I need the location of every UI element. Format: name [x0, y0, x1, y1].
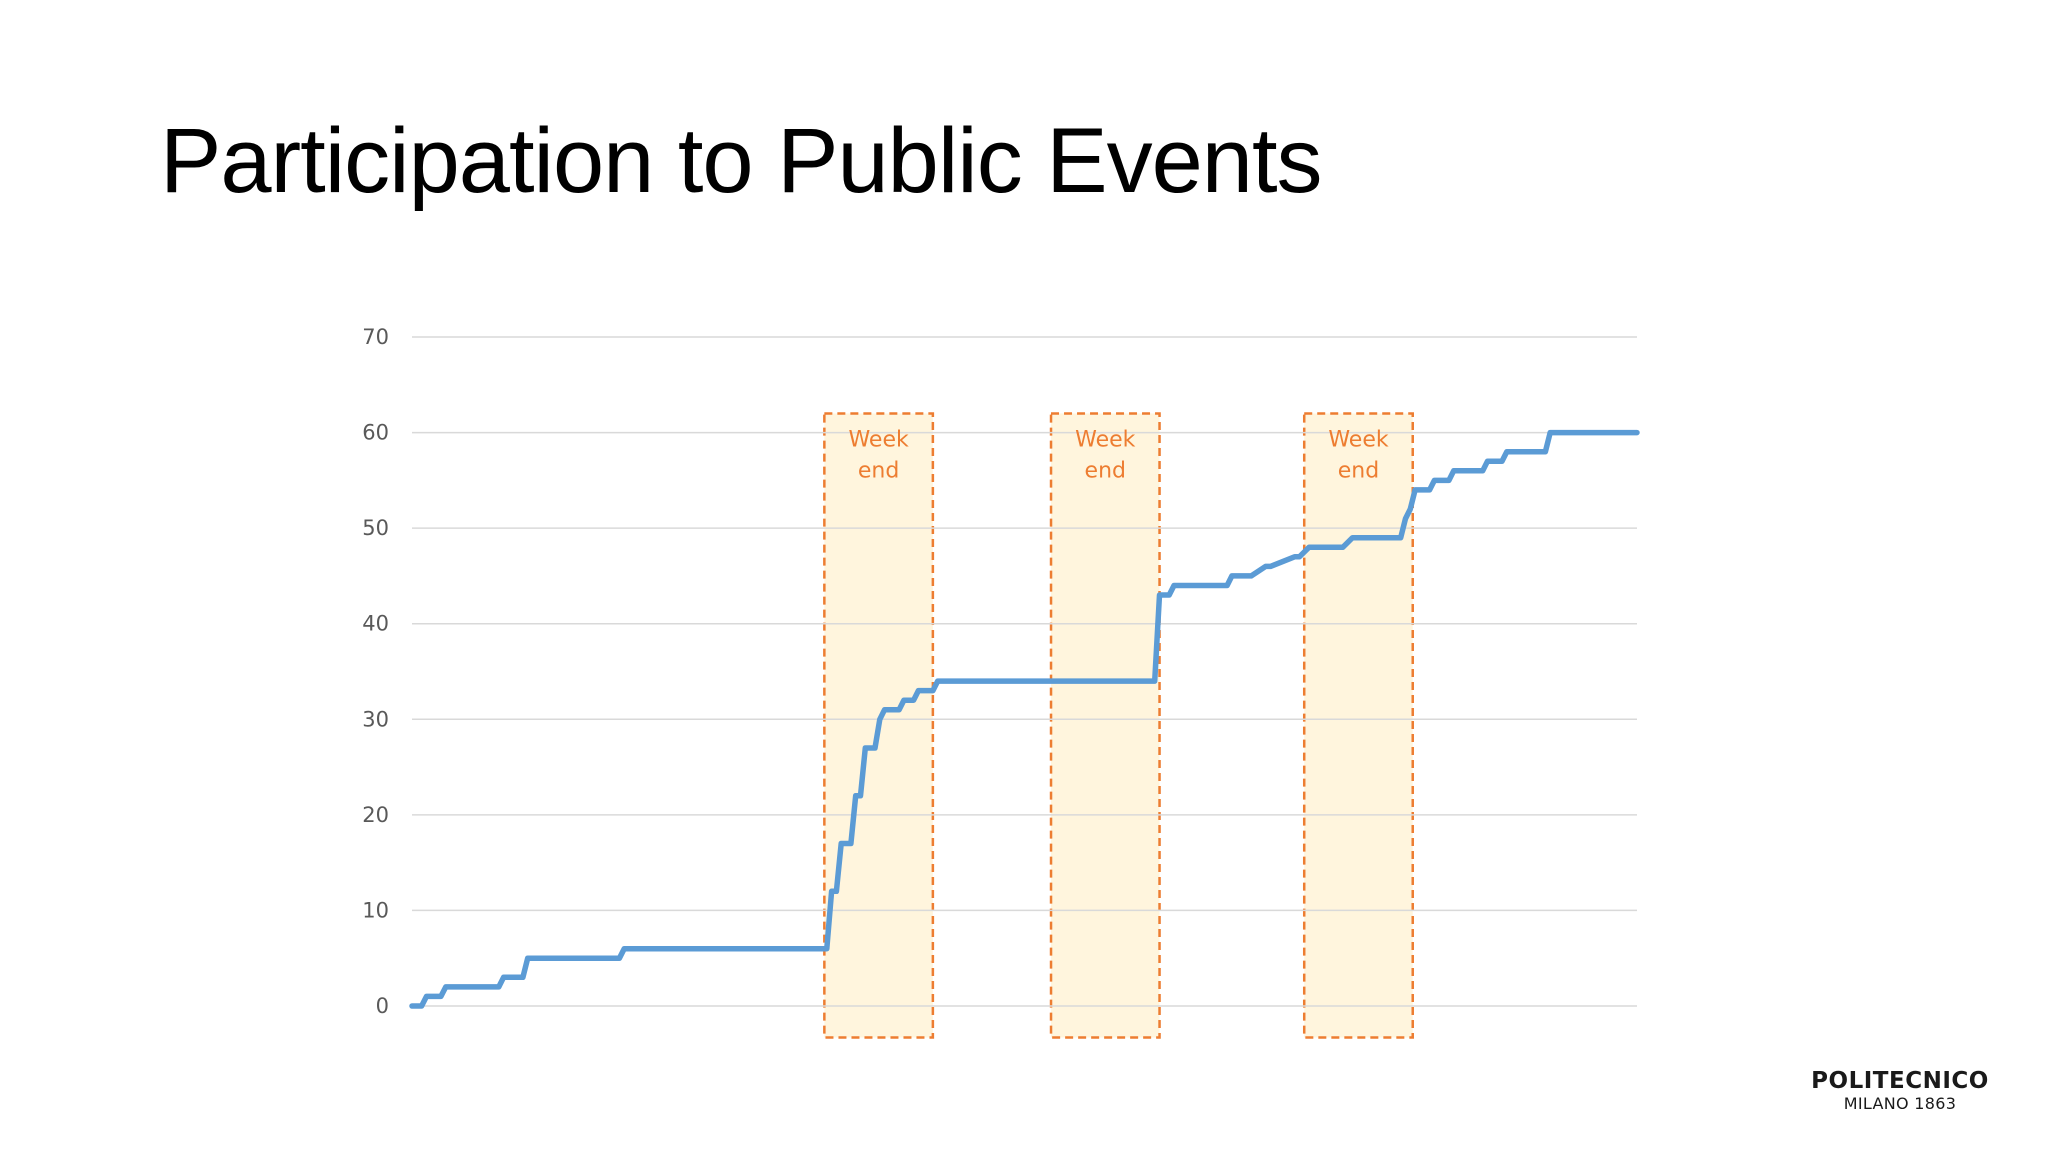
weekend-band-label-2-line1: Week — [1075, 427, 1136, 452]
politecnico-logo: POLITECNICO MILANO 1863 — [1800, 1068, 2000, 1114]
weekend-band-3 — [1302, 412, 1414, 1039]
weekend-band-label-1-line1: Week — [848, 427, 909, 452]
slide-title: Participation to Public Events — [160, 110, 1323, 212]
y-axis-ticks: 0 10 20 30 40 50 60 70 — [362, 325, 389, 1018]
logo-subtitle: MILANO 1863 — [1843, 1094, 1957, 1114]
weekend-band-label-1-line2: end — [858, 458, 899, 483]
weekend-band-labels: Week end Week end Week end — [848, 427, 1388, 483]
chart-gridlines — [412, 336, 1637, 1007]
y-tick-label-40: 40 — [362, 612, 389, 636]
weekend-band-label-3-line1: Week — [1328, 427, 1389, 452]
y-tick-label-60: 60 — [362, 421, 389, 445]
weekend-band-label-3-line2: end — [1338, 458, 1379, 483]
logo-name: POLITECNICO — [1811, 1068, 1989, 1094]
series-layer — [409, 429, 1640, 1009]
y-tick-label-10: 10 — [362, 898, 389, 922]
y-tick-label-0: 0 — [376, 994, 389, 1018]
weekend-band-2 — [1049, 412, 1161, 1039]
weekend-bands — [823, 412, 1414, 1039]
weekend-band-label-2-line2: end — [1085, 458, 1126, 483]
y-tick-label-50: 50 — [362, 516, 389, 540]
y-tick-label-70: 70 — [362, 325, 389, 349]
y-tick-label-30: 30 — [362, 707, 389, 731]
y-tick-label-20: 20 — [362, 803, 389, 827]
participation-series-line — [409, 429, 1640, 1009]
